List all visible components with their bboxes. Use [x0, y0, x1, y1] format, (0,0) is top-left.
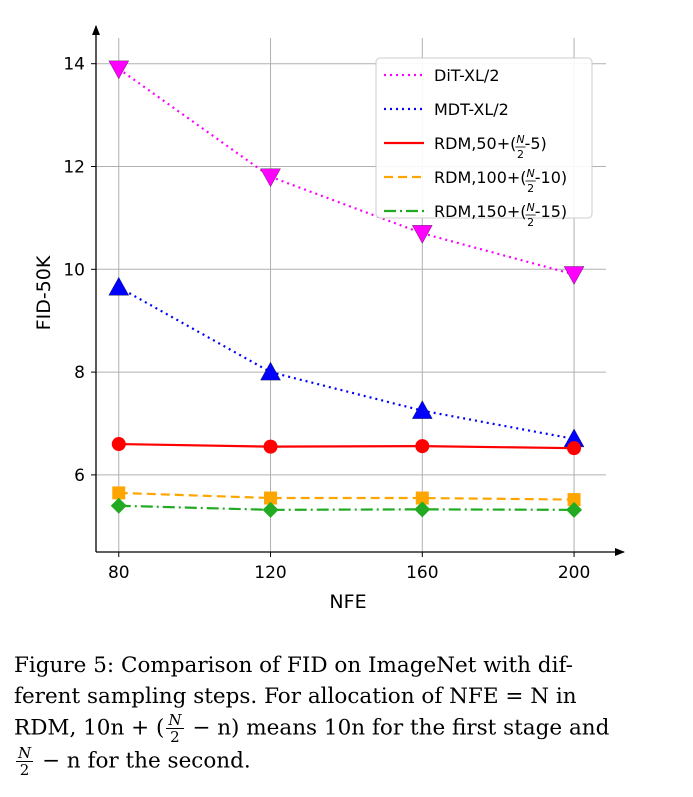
caption-line-4-end: − n for the second. [35, 748, 251, 774]
data-point-1-2 [412, 400, 433, 419]
data-point-0-1 [260, 168, 281, 188]
y-tick-label-14: 14 [63, 55, 85, 75]
data-point-1-1 [260, 361, 281, 381]
x-tick-label-80: 80 [108, 563, 130, 583]
caption-line-3: RDM, 10n + (N 2 − n) means 10n for the fi… [14, 712, 674, 745]
legend-frac-den-4: 2 [527, 216, 534, 229]
x-axis-label: NFE [329, 591, 366, 613]
figure-caption: Figure 5: Comparison of FID on ImageNet … [14, 650, 674, 778]
y-axis-label: FID-50K [33, 255, 55, 330]
caption-fraction-denominator: 2 [170, 728, 180, 746]
series-2 [111, 437, 582, 456]
y-tick-label-10: 10 [63, 260, 85, 280]
data-point-0-2 [412, 225, 433, 244]
data-point-4-1 [262, 501, 279, 518]
y-tick-label-6: 6 [74, 466, 85, 486]
series-3 [112, 486, 581, 507]
tick-labels: 80 120 160 200 6 8 10 12 14 [63, 55, 590, 583]
caption-line-2: ferent sampling steps. For allocation of… [14, 684, 577, 709]
data-point-3-0 [112, 486, 126, 500]
data-point-0-0 [108, 60, 130, 80]
y-tick-label-8: 8 [74, 363, 85, 383]
series-line-1 [118, 286, 575, 441]
caption-fraction-numerator: N [166, 711, 184, 729]
x-tick-label-160: 160 [406, 563, 438, 583]
caption-fraction-2-denominator: 2 [19, 761, 30, 779]
series-group [108, 60, 585, 518]
series-0 [108, 60, 585, 285]
data-point-4-3 [566, 501, 583, 518]
x-tick-label-120: 120 [254, 563, 286, 583]
data-point-2-1 [263, 439, 278, 454]
caption-fraction-2-numerator: N [16, 744, 34, 762]
legend-box [375, 57, 593, 219]
series-line-2 [118, 442, 575, 450]
data-point-2-3 [567, 441, 582, 456]
data-point-3-2 [415, 491, 429, 505]
y-tick-label-12: 12 [63, 158, 85, 178]
legend-label-1: MDT-XL/2 [434, 100, 509, 119]
legend-frac-den-2: 2 [517, 148, 524, 161]
data-point-2-0 [111, 437, 126, 452]
data-point-0-3 [563, 266, 585, 285]
data-point-1-0 [108, 276, 130, 296]
legend-label-0: DiT-XL/2 [434, 66, 500, 85]
caption-line-1: Figure 5: Comparison of FID on ImageNet … [14, 653, 573, 678]
series-line-0 [118, 67, 575, 276]
legend-label-2: RDM,50+(N-5) [434, 133, 547, 153]
axes [92, 25, 625, 556]
legend-label-4: RDM,150+(N-15) [434, 201, 567, 221]
series-1 [108, 276, 585, 448]
caption-line-3-end: − n) means 10n for the first stage and [185, 715, 610, 741]
x-tick-label-200: 200 [558, 563, 590, 583]
legend: DiT-XL/2 MDT-XL/2 RDM,50+(N-5) RDM,100+(N-1… [375, 57, 593, 229]
legend-frac-den-3: 2 [527, 182, 534, 195]
data-point-3-1 [264, 491, 278, 505]
data-point-2-2 [415, 439, 430, 454]
fid-line-chart: 80 120 160 200 6 8 10 12 14 DiT-XL/2 MDT-XL/2 RDM,… [33, 25, 625, 613]
legend-label-3: RDM,100+(N-10) [434, 167, 567, 187]
series-line-3 [118, 491, 575, 501]
data-point-4-2 [414, 501, 431, 518]
data-point-3-3 [567, 493, 581, 507]
data-point-4-0 [110, 497, 127, 514]
caption-line-3-start: RDM, 10n + ( [14, 715, 165, 741]
series-line-4 [118, 504, 575, 511]
series-4 [110, 497, 583, 518]
